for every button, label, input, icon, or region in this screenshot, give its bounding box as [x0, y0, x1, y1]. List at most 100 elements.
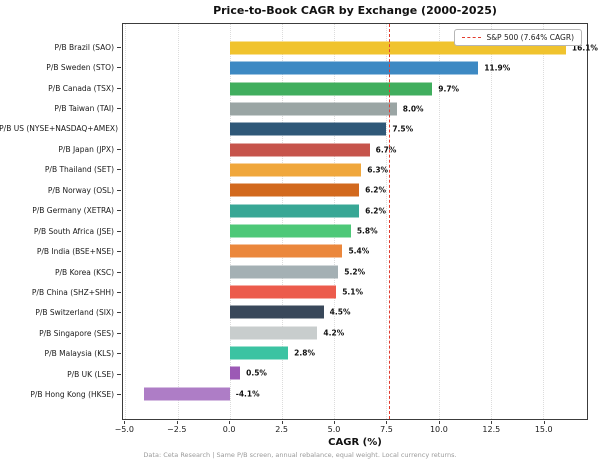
x-tick-mark	[386, 421, 388, 424]
gridline	[542, 24, 544, 419]
bars-layer: 16.1% 11.9% 9.7% 8.0% 7.5% 6.7% 6.3% 6.2% 6.2% 5.…	[123, 38, 598, 404]
y-tick-mark	[117, 87, 121, 89]
bar-row: 5.8%	[123, 221, 587, 241]
category-label: P/B China (SHZ+SHH)	[31, 287, 114, 297]
bar	[229, 61, 479, 75]
gridline	[386, 24, 388, 419]
plot-area: 16.1% 11.9% 9.7% 8.0% 7.5% 6.7% 6.3% 6.2% 6.2% 5.…	[122, 23, 598, 420]
x-tick-label: 7.5	[380, 425, 393, 434]
category-label: P/B Thailand (SET)	[44, 165, 114, 175]
bar-row: 5.2%	[123, 262, 587, 282]
x-tick-mark	[281, 421, 283, 424]
category-label: P/B Norway (OSL)	[47, 185, 114, 195]
y-tick-mark	[117, 108, 121, 110]
value-label: -4.1%	[235, 389, 260, 399]
value-label: 0.5%	[246, 368, 267, 378]
category-label: P/B Singapore (SES)	[39, 328, 114, 338]
bar-row: 8.0%	[123, 99, 587, 119]
bar	[229, 326, 318, 340]
category-label: P/B Malaysia (KLS)	[44, 349, 114, 359]
bar	[229, 305, 324, 319]
x-tick-mark	[176, 421, 178, 424]
bar	[229, 204, 360, 218]
category-label: P/B Hong Kong (HKSE)	[30, 390, 114, 400]
x-tick-label: −5.0	[114, 425, 135, 434]
bar-row: 6.2%	[123, 180, 587, 200]
bar-row: 7.5%	[123, 119, 587, 139]
value-label: 4.5%	[329, 307, 351, 317]
x-tick-label: 2.5	[275, 425, 288, 434]
category-row: P/B China (SHZ+SHH)	[0, 282, 121, 302]
category-label: P/B Korea (KSC)	[55, 267, 114, 277]
category-label: P/B UK (LSE)	[67, 369, 114, 379]
x-tick-label: 5.0	[327, 425, 341, 434]
value-label: 5.1%	[342, 287, 364, 297]
bar-row: 4.2%	[123, 323, 587, 343]
category-label: P/B India (BSE+NSE)	[36, 247, 114, 257]
y-tick-mark	[117, 291, 121, 293]
bar	[229, 244, 343, 258]
grid-layer	[123, 24, 587, 419]
value-label: 5.8%	[356, 226, 378, 236]
y-tick-mark	[117, 271, 121, 273]
y-tick-mark	[117, 189, 121, 191]
category-row: P/B Taiwan (TAI)	[0, 98, 121, 118]
bar-row: 4.5%	[123, 302, 587, 322]
gridline	[229, 24, 231, 419]
category-row: P/B Norway (OSL)	[0, 180, 121, 200]
y-tick-mark	[117, 373, 121, 375]
gridline	[490, 24, 492, 419]
bar-row: 5.1%	[123, 282, 587, 302]
bar-row: 0.5%	[123, 363, 587, 383]
reference-line	[389, 24, 391, 419]
bar	[229, 122, 387, 136]
category-row: P/B Canada (TSX)	[0, 78, 121, 98]
value-label: 6.7%	[375, 145, 397, 155]
gridline	[125, 24, 127, 419]
value-label: 5.4%	[348, 246, 370, 256]
x-tick-mark	[438, 421, 440, 424]
x-tick-label: 15.0	[534, 425, 553, 434]
value-label: 16.1%	[571, 43, 598, 53]
gridline	[281, 24, 283, 419]
bar	[229, 285, 337, 299]
bar	[229, 366, 241, 380]
bar	[229, 224, 351, 238]
bar	[229, 346, 289, 360]
value-label: 2.8%	[294, 348, 315, 358]
category-label: P/B Sweden (STO)	[46, 63, 114, 73]
x-tick-mark	[334, 421, 336, 424]
gridline	[438, 24, 440, 419]
value-label: 8.0%	[402, 104, 424, 114]
category-row: P/B Germany (XETRA)	[0, 201, 121, 221]
legend-label: S&P 500 (7.64% CAGR)	[486, 33, 574, 42]
category-row: P/B UK (LSE)	[0, 364, 121, 384]
category-row: P/B Malaysia (KLS)	[0, 344, 121, 364]
gridline	[177, 24, 179, 419]
category-row: P/B Singapore (SES)	[0, 323, 121, 343]
value-label: 6.2%	[365, 206, 386, 216]
value-label: 4.2%	[323, 328, 345, 338]
x-axis-title: CAGR (%)	[328, 437, 382, 448]
bar-row: -4.1%	[123, 384, 587, 404]
bar	[229, 102, 397, 116]
value-label: 6.3%	[367, 165, 389, 175]
y-tick-mark	[117, 332, 121, 334]
y-tick-mark	[117, 210, 121, 212]
dashed-line-icon	[462, 37, 482, 38]
y-axis-labels: P/B Brazil (SAO) P/B Sweden (STO) P/B Cana…	[0, 37, 121, 405]
bar	[144, 387, 230, 401]
y-tick-mark	[117, 312, 121, 314]
y-tick-mark	[117, 148, 121, 150]
category-label: P/B Taiwan (TAI)	[54, 104, 114, 114]
value-label: 5.2%	[344, 267, 366, 277]
value-label: 11.9%	[484, 63, 511, 73]
y-tick-mark	[117, 67, 121, 69]
bar-row: 2.8%	[123, 343, 587, 363]
y-tick-mark	[117, 169, 121, 171]
x-tick-mark	[124, 421, 126, 424]
x-tick-label: 10.0	[429, 425, 448, 434]
category-label: P/B Canada (TSX)	[48, 83, 114, 93]
category-row: P/B Korea (KSC)	[0, 262, 121, 282]
